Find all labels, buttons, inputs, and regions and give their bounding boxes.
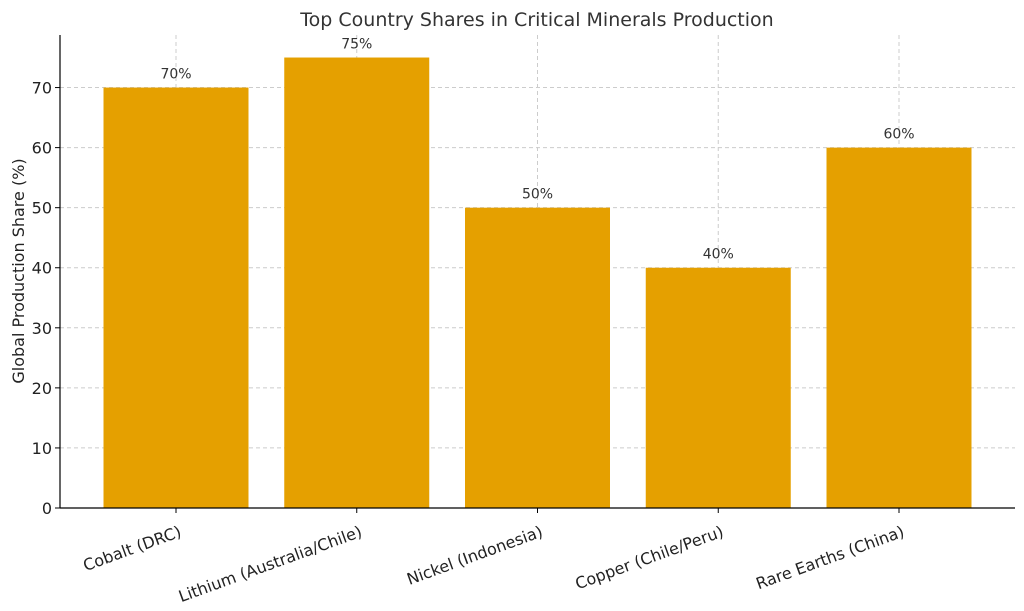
y-tick-label: 30 — [32, 319, 52, 338]
bar-data-label: 60% — [883, 127, 914, 143]
bar — [284, 57, 430, 509]
y-tick-label: 60 — [32, 139, 52, 158]
bar — [465, 207, 610, 508]
x-tick-label: Nickel (Indonesia) — [404, 522, 545, 589]
bar-data-label: 70% — [160, 67, 191, 83]
axis-layer — [55, 35, 1015, 513]
y-axis-label: Global Production Share (%) — [9, 158, 28, 383]
y-tick-label: 50 — [32, 199, 52, 218]
x-tick-label: Copper (Chile/Peru) — [573, 522, 726, 593]
bar-layer — [103, 57, 972, 509]
y-tick-label: 10 — [32, 439, 52, 458]
x-tick-label: Lithium (Australia/Chile) — [176, 522, 365, 606]
bar — [645, 267, 791, 508]
bar — [103, 87, 249, 509]
chart-title: Top Country Shares in Critical Minerals … — [299, 9, 773, 31]
y-tick-label: 40 — [32, 259, 52, 278]
bar — [826, 147, 972, 508]
x-tick-label: Rare Earths (China) — [753, 522, 906, 593]
y-tick-label: 20 — [32, 379, 52, 398]
y-tick-label: 0 — [42, 499, 52, 518]
x-tick-label: Cobalt (DRC) — [80, 522, 183, 575]
bar-data-label: 50% — [522, 187, 553, 203]
bar-data-label: 75% — [341, 37, 372, 53]
y-tick-label: 70 — [32, 79, 52, 98]
bar-data-label: 40% — [703, 247, 734, 263]
